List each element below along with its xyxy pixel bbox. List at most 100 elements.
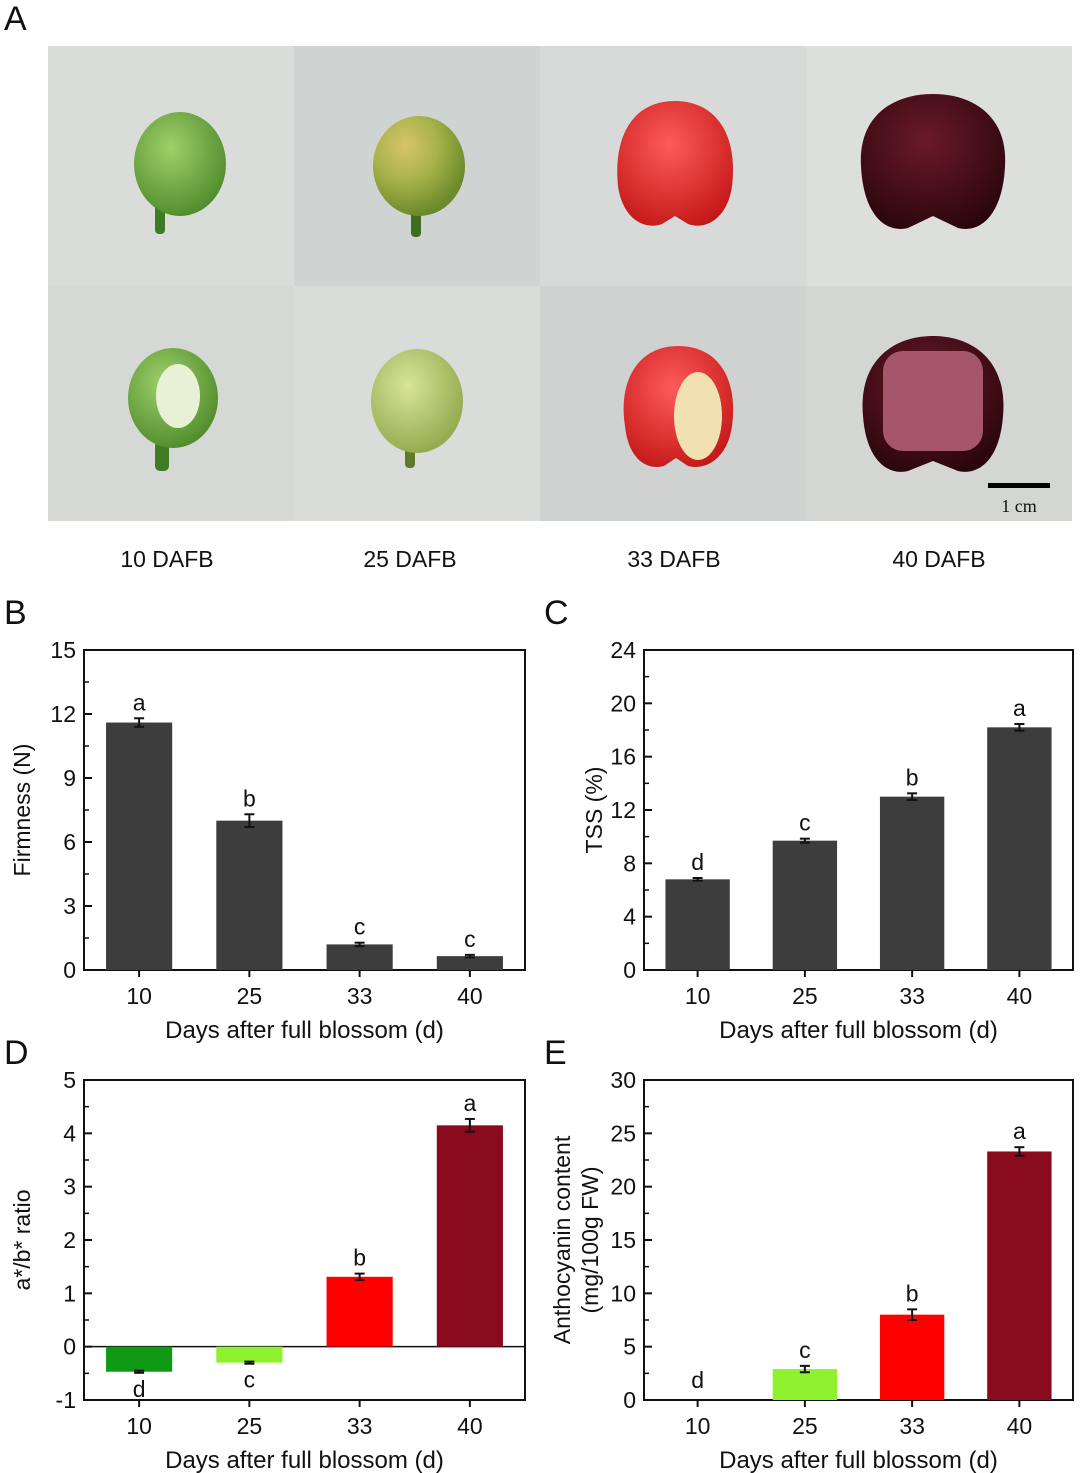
y-tick-label: -1 [56, 1387, 76, 1413]
x-tick-label: 33 [899, 983, 925, 1009]
y-tick-label: 0 [63, 1334, 76, 1360]
x-tick-label: 25 [237, 1413, 263, 1439]
y-tick-label: 30 [610, 1067, 636, 1093]
y-axis-label: TSS (%) [581, 767, 607, 854]
significance-letter: a [1013, 695, 1026, 721]
bar [879, 1314, 945, 1400]
y-axis-label: Firmness (N) [9, 744, 35, 877]
significance-letter: c [354, 914, 366, 940]
stage-label-33: 33 DAFB [627, 546, 721, 572]
y-tick-label: 8 [623, 850, 636, 876]
fruit-photo-grid: 1 cm [48, 46, 1072, 521]
significance-letter: c [799, 810, 811, 836]
x-axis-label: Days after full blossom (d) [165, 1017, 444, 1044]
bar [772, 1369, 838, 1400]
x-tick-label: 40 [1007, 1413, 1033, 1439]
bar [216, 1346, 283, 1363]
panel-letter-a: A [4, 0, 27, 38]
y-tick-label: 5 [623, 1334, 636, 1360]
y-tick-label: 9 [63, 765, 76, 791]
bar [987, 727, 1052, 970]
significance-letter: c [244, 1367, 256, 1393]
fruit-40-cut [862, 336, 1004, 472]
y-axis-label-units: (mg/100g FW) [577, 1167, 603, 1314]
fruit-33-whole [617, 101, 734, 226]
y-tick-label: 16 [610, 744, 636, 770]
x-axis-label: Days after full blossom (d) [719, 1447, 998, 1473]
chart-anthocyanin: 0 5 10 15 20 25 30 d 10 c 25 b 33 a 40 Days after full … [549, 1067, 1074, 1473]
significance-letter: a [1013, 1118, 1026, 1144]
x-tick-label: 40 [457, 1413, 483, 1439]
x-tick-label: 10 [126, 983, 152, 1009]
y-axis-label: Anthocyanin content [549, 1135, 575, 1344]
y-tick-label: 20 [610, 690, 636, 716]
y-tick-label: 24 [610, 637, 636, 663]
y-tick-label: 15 [50, 637, 76, 663]
bar [665, 879, 730, 970]
y-tick-label: 4 [63, 1120, 76, 1146]
x-tick-label: 10 [126, 1413, 152, 1439]
panel-letter-c: C [544, 594, 569, 632]
x-tick-label: 25 [792, 1413, 818, 1439]
y-tick-label: 0 [63, 957, 76, 983]
y-tick-label: 10 [610, 1280, 636, 1306]
x-tick-label: 10 [685, 1413, 711, 1439]
x-tick-label: 33 [347, 983, 373, 1009]
stage-label-25: 25 DAFB [363, 546, 457, 572]
bar [106, 1346, 173, 1372]
panel-letter-e: E [544, 1034, 567, 1072]
scale-bar-label: 1 cm [1001, 496, 1037, 516]
y-tick-label: 0 [623, 1387, 636, 1413]
fruit-photo: 1 cm [48, 46, 1072, 521]
y-tick-label: 20 [610, 1174, 636, 1200]
x-tick-label: 40 [1007, 983, 1033, 1009]
x-tick-label: 25 [237, 983, 263, 1009]
bar [436, 956, 503, 970]
panel-letter-d: D [4, 1034, 29, 1072]
x-tick-label: 33 [899, 1413, 925, 1439]
y-tick-label: 5 [63, 1067, 76, 1093]
bar [326, 944, 393, 970]
y-tick-label: 25 [610, 1120, 636, 1146]
stage-label-10: 10 DAFB [120, 546, 214, 572]
bar [106, 722, 173, 970]
x-tick-label: 40 [457, 983, 483, 1009]
chart-ab-ratio: -1 0 1 2 3 4 5 d 10 c 25 b 33 a 40 Days after full blos… [9, 1067, 526, 1473]
scale-bar [988, 483, 1050, 488]
x-tick-label: 33 [347, 1413, 373, 1439]
y-tick-label: 3 [63, 1174, 76, 1200]
x-axis-label: Days after full blossom (d) [719, 1017, 998, 1044]
significance-letter: b [353, 1245, 366, 1271]
significance-letter: b [906, 1280, 919, 1306]
panel-letter-b: B [4, 594, 27, 632]
significance-letter: a [463, 1090, 476, 1116]
bar [987, 1151, 1052, 1400]
stage-label-40: 40 DAFB [892, 546, 986, 572]
chart-firmness: 0 3 6 9 12 15 a 10 b 25 c 33 c 40 Days after full blos… [9, 637, 526, 1044]
significance-letter: d [133, 1376, 146, 1402]
significance-letter: c [799, 1337, 811, 1363]
bar [879, 796, 945, 970]
y-tick-label: 12 [610, 797, 636, 823]
x-tick-label: 25 [792, 983, 818, 1009]
y-tick-label: 3 [63, 893, 76, 919]
significance-letter: b [243, 785, 256, 811]
y-tick-label: 15 [610, 1227, 636, 1253]
fruit-33-cut [623, 346, 734, 467]
bar [436, 1125, 503, 1347]
bar [772, 840, 838, 970]
fruit-25-cut [371, 349, 463, 468]
significance-letter: c [464, 926, 476, 952]
significance-letter: a [133, 689, 146, 715]
significance-letter: d [691, 849, 704, 875]
y-axis-label: a*/b* ratio [9, 1189, 35, 1290]
y-tick-label: 12 [50, 701, 76, 727]
significance-letter: d [691, 1367, 704, 1393]
x-axis-label: Days after full blossom (d) [165, 1447, 444, 1473]
fruit-10-whole [134, 112, 226, 234]
y-tick-label: 4 [623, 904, 636, 930]
fruit-25-whole [373, 116, 465, 237]
y-tick-label: 6 [63, 829, 76, 855]
y-tick-label: 1 [63, 1280, 76, 1306]
fruit-10-cut [128, 348, 218, 471]
